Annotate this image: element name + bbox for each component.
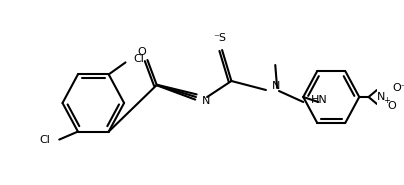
- Text: N: N: [271, 81, 280, 91]
- Text: ⁻S: ⁻S: [214, 33, 227, 43]
- Text: O⁻: O⁻: [392, 83, 404, 93]
- Text: Cl: Cl: [39, 134, 50, 145]
- Text: N: N: [202, 96, 210, 106]
- Text: Cl: Cl: [133, 54, 144, 64]
- Text: O: O: [137, 47, 146, 57]
- Text: +: +: [383, 95, 390, 105]
- Text: O: O: [387, 101, 396, 111]
- Text: N: N: [377, 92, 385, 102]
- Text: HN: HN: [311, 95, 328, 105]
